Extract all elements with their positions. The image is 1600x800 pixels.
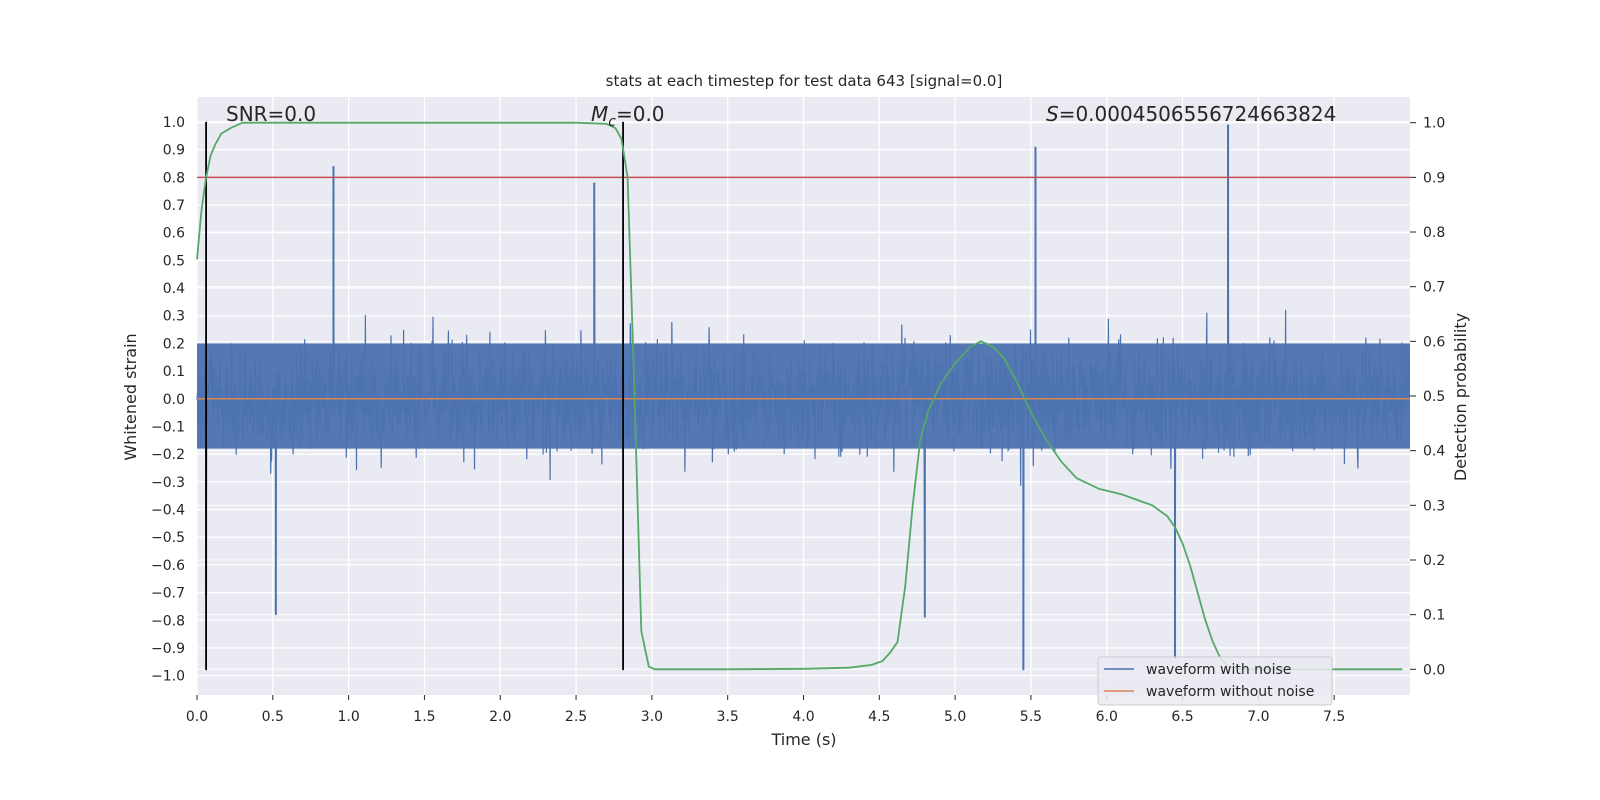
- x-tick-label: 4.5: [868, 709, 890, 725]
- y2-tick-label: 0.3: [1423, 498, 1445, 514]
- y-tick-label: −1.0: [151, 669, 185, 685]
- waveform-dense-band: [197, 343, 1410, 449]
- detection-probability-line: [196, 121, 1403, 671]
- y-tick-label: −0.4: [151, 503, 185, 519]
- y-tick-label: 0.7: [163, 198, 185, 214]
- legend-label-with-noise: waveform with noise: [1146, 662, 1291, 678]
- y-tick-label: −0.3: [151, 475, 185, 491]
- x-tick-label: 5.5: [1020, 709, 1042, 725]
- y2-tick-label: 0.2: [1423, 553, 1445, 569]
- x-tick-label: 2.5: [565, 709, 587, 725]
- x-tick-label: 3.5: [717, 709, 739, 725]
- y2-tick-label: 0.4: [1423, 444, 1445, 460]
- x-tick-label: 7.5: [1323, 709, 1345, 725]
- y2-tick-label: 0.0: [1423, 662, 1445, 678]
- x-axis-label: Time (s): [770, 730, 836, 749]
- snr-annotation: SNR=0.0: [226, 102, 316, 126]
- s-statistic-value: =0.0004506556724663824: [1059, 102, 1337, 126]
- x-tick-label: 0.5: [262, 709, 284, 725]
- y-tick-label: 0.2: [163, 336, 185, 352]
- chirp-mass-value: =0.0: [616, 102, 665, 126]
- legend-label-without-noise: waveform without noise: [1146, 684, 1314, 700]
- y-tick-label: −0.7: [151, 586, 185, 602]
- y-tick-label: 0.0: [163, 392, 185, 408]
- y-tick-label: −0.5: [151, 530, 185, 546]
- chirp-mass-symbol: M: [591, 102, 608, 126]
- waveform-with-noise-series: [196, 124, 1410, 671]
- overlay-lines: [196, 121, 1410, 671]
- y2-tick-label: 0.1: [1423, 608, 1445, 624]
- s-statistic-annotation: S=0.0004506556724663824: [1046, 102, 1336, 126]
- y2-tick-label: 0.6: [1423, 334, 1445, 350]
- y-tick-label: 0.9: [163, 143, 185, 159]
- x-tick-label: 3.0: [641, 709, 663, 725]
- y-axis-label: Whitened strain: [121, 333, 140, 460]
- y2-tick-label: 0.7: [1423, 280, 1445, 296]
- x-tick-label: 5.0: [944, 709, 966, 725]
- y2-tick-label: 0.9: [1423, 170, 1445, 186]
- y-tick-label: −0.1: [151, 419, 185, 435]
- legend: waveform with noise waveform without noi…: [1097, 656, 1333, 706]
- chirp-mass-subscript: c: [608, 114, 616, 130]
- y-tick-label: 0.8: [163, 170, 185, 186]
- chart-title: stats at each timestep for test data 643…: [606, 72, 1003, 90]
- y2-tick-label: 1.0: [1423, 116, 1445, 132]
- y-tick-label: 0.5: [163, 253, 185, 269]
- chirp-mass-annotation: Mc=0.0: [591, 102, 665, 130]
- y-axis-ticks: −1.0 −0.9 −0.8 −0.7 −0.6 −0.5 −0.4 −0.3 −0.2 −0.1…: [151, 115, 185, 685]
- y-tick-label: 0.4: [163, 281, 185, 297]
- y-tick-label: 0.6: [163, 226, 185, 242]
- x-tick-label: 0.0: [186, 709, 208, 725]
- x-tick-label: 4.0: [792, 709, 814, 725]
- y-tick-label: −0.2: [151, 447, 185, 463]
- y-tick-label: 0.1: [163, 364, 185, 380]
- right-y-axis-label: Detection probability: [1451, 313, 1470, 481]
- x-tick-label: 2.0: [489, 709, 511, 725]
- y2-tick-label: 0.8: [1423, 225, 1445, 241]
- y2-tick-label: 0.5: [1423, 389, 1445, 405]
- x-tick-label: 1.0: [337, 709, 359, 725]
- y-tick-label: 0.3: [163, 309, 185, 325]
- y-tick-label: −0.6: [151, 558, 185, 574]
- y-tick-label: 1.0: [163, 115, 185, 131]
- x-tick-label: 7.0: [1247, 709, 1269, 725]
- x-axis-ticks: 0.0 0.5 1.0 1.5 2.0 2.5 3.0 3.5 4.0 4.5 5.0 5.5 6.0 6…: [186, 695, 1345, 725]
- x-tick-label: 6.5: [1171, 709, 1193, 725]
- x-tick-label: 6.0: [1096, 709, 1118, 725]
- y-tick-label: −0.9: [151, 641, 185, 657]
- y-tick-label: −0.8: [151, 613, 185, 629]
- legend-box: [1097, 656, 1333, 706]
- s-statistic-symbol: S: [1046, 102, 1059, 126]
- right-y-axis-ticks: 0.0 0.1 0.2 0.3 0.4 0.5 0.6 0.7 0.8 0.9 1.0: [1410, 116, 1445, 678]
- x-tick-label: 1.5: [413, 709, 435, 725]
